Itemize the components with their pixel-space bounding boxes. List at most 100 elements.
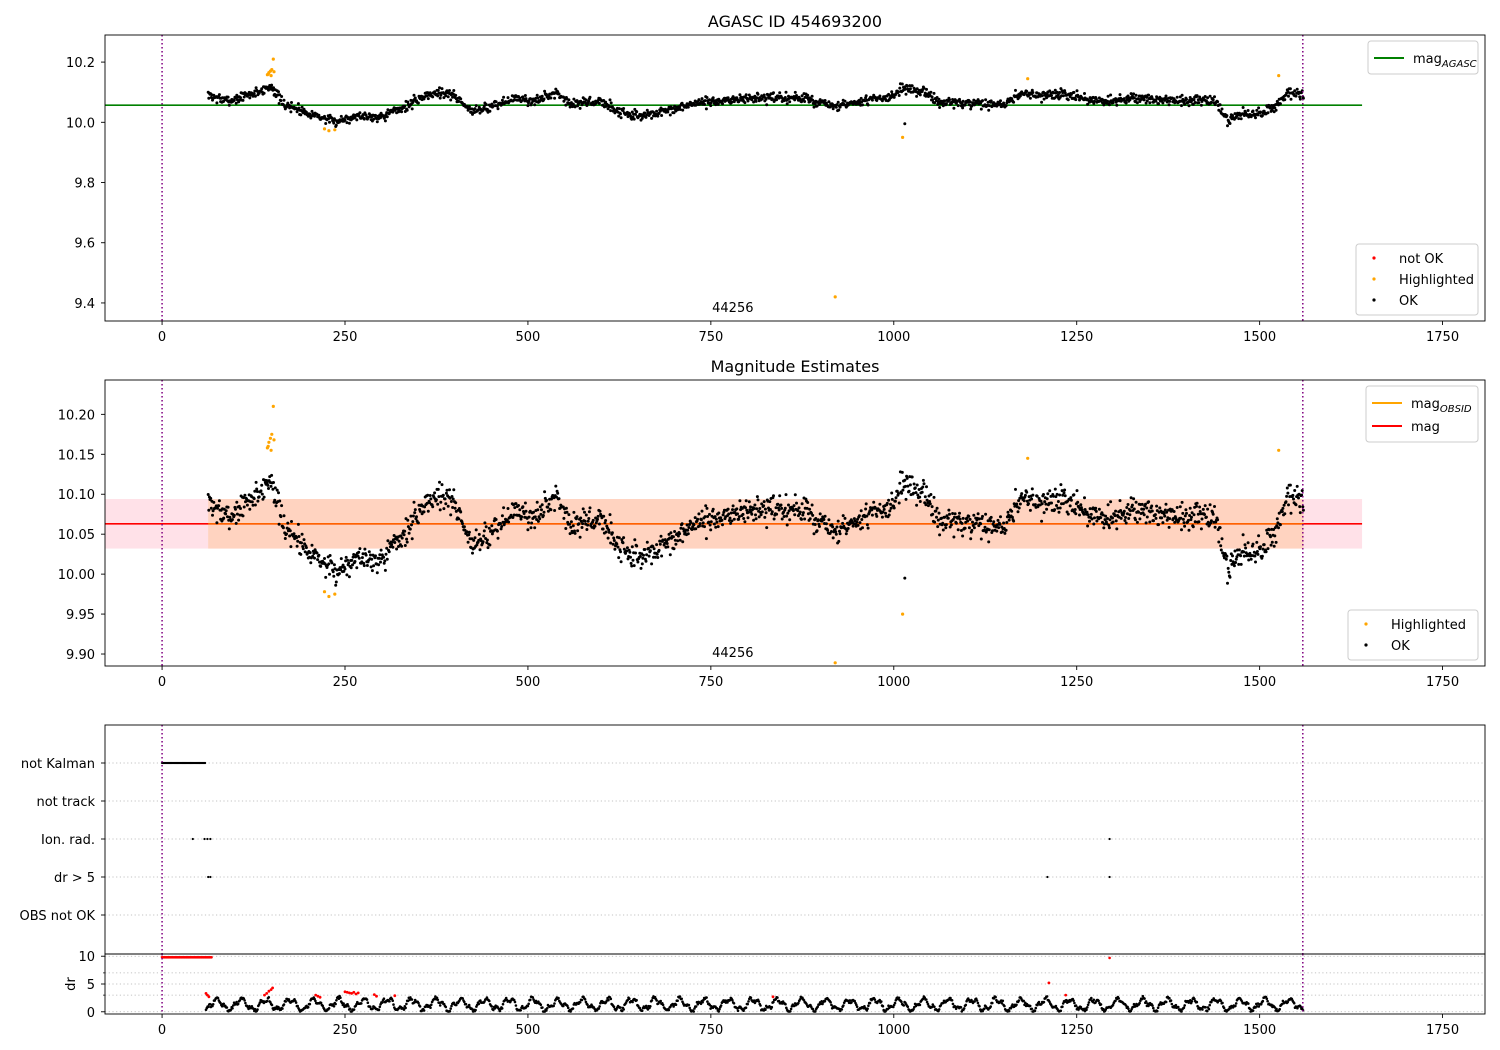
p1-ok-point-544 — [545, 93, 548, 96]
p2-ok-point-493 — [513, 506, 517, 510]
p2-ok-point-317 — [403, 544, 407, 547]
p1-ok-point-14 — [215, 101, 219, 105]
p2-ok-point-1717 — [1274, 540, 1278, 544]
p2-ok-point-1115 — [900, 491, 904, 495]
p1-ok-point-1359 — [1051, 91, 1055, 95]
p2-ok-point-1611 — [1208, 503, 1212, 507]
p1-ok-point-593 — [575, 99, 579, 103]
p2-ok-point-559 — [554, 484, 558, 488]
p2-ok-point-447 — [484, 525, 488, 529]
p1-highlighted-point-3 — [269, 74, 273, 78]
p1-ok-point-1080 — [878, 94, 882, 98]
p2-ok-point-425 — [471, 551, 474, 555]
p2-ok-point-1298 — [1014, 487, 1017, 491]
p4-dr-point-82 — [270, 1003, 274, 1007]
p1-ok-point-388 — [448, 89, 451, 92]
p1-ok-point-167 — [310, 109, 314, 113]
p2-ok-point-1135 — [912, 482, 916, 486]
p1-ok-point-983 — [818, 102, 821, 106]
p1-ok-point-1585 — [1192, 98, 1196, 102]
p2-ok-point-117 — [279, 515, 283, 519]
p2-ok-point-1542 — [1165, 518, 1169, 522]
p2-ok-point-1367 — [1056, 500, 1060, 503]
p2-ok-point-903 — [768, 500, 772, 504]
p2-ok-point-133 — [289, 545, 293, 549]
p2-ok-point-353 — [426, 493, 430, 497]
p2-ok-point-793 — [699, 518, 703, 522]
p2-ok-point-503 — [519, 517, 523, 521]
p4-dr-point-1062 — [1059, 1009, 1063, 1013]
p2-highlighted-point-14 — [833, 661, 837, 665]
p1-ok-point-842 — [730, 100, 734, 104]
p2-ok-point-1165 — [931, 512, 935, 516]
p2-ok-point-933 — [787, 503, 790, 507]
p1-ok-point-1388 — [1069, 92, 1073, 96]
p2-ok-point-727 — [658, 542, 662, 546]
p1-ok-point-926 — [782, 99, 786, 103]
p4-dr-point-977 — [991, 1001, 994, 1005]
p2-ok-point-1427 — [1094, 506, 1098, 510]
p2-ok-point-63 — [245, 503, 249, 507]
p2-ok-point-1647 — [1231, 554, 1234, 558]
p1-ok-point-1168 — [933, 101, 937, 105]
p3-flag-point-3-0 — [207, 875, 210, 879]
panel2-title: Magnitude Estimates — [711, 357, 880, 376]
p1-ok-point-1256 — [987, 104, 991, 108]
p4-dr-point-335 — [474, 1008, 477, 1012]
p1-legend2-marker-0 — [1372, 256, 1376, 260]
p2-ok-point-1466 — [1118, 499, 1122, 503]
p1-ok-point-1356 — [1050, 94, 1053, 97]
p2-ok-point-95 — [265, 481, 269, 485]
p1-ok-point-1145 — [918, 93, 922, 97]
p2-ok-point-1195 — [949, 523, 953, 527]
p2-ok-point-1156 — [925, 498, 929, 502]
p4-dr-point-673 — [746, 1002, 749, 1006]
p2-ok-point-1047 — [857, 514, 861, 518]
p2-ok-point-1255 — [987, 540, 991, 544]
p1-ok-point-608 — [584, 98, 588, 102]
p4-dr-point-321 — [463, 1000, 466, 1004]
p2-ok-point-729 — [660, 554, 664, 558]
p1-ok-point-1508 — [1144, 101, 1148, 105]
p2-ok-point-1397 — [1075, 489, 1079, 493]
p2-ok-point-1151 — [922, 482, 926, 486]
p1-ok-point-1365 — [1055, 90, 1059, 94]
p2-ok-point-1394 — [1073, 508, 1077, 511]
p2-obsid-label: 44256 — [712, 646, 753, 661]
p1-ok-point-353 — [426, 91, 430, 95]
p2-ok-point-700 — [642, 553, 645, 557]
p1-ok-point-537 — [540, 94, 544, 98]
p2-ok-point-82 — [257, 495, 261, 499]
p1-ok-point-97 — [267, 88, 270, 92]
p2-ok-point-1039 — [852, 517, 856, 521]
p4-dr-point-1160 — [1138, 1001, 1141, 1005]
p2-ok-point-1640 — [1226, 566, 1230, 570]
p1-ok-point-1325 — [1030, 88, 1034, 92]
p4-dr-point-418 — [541, 1006, 544, 1009]
p1-highlighted-point-8 — [322, 127, 327, 131]
p1-ok-point-338 — [416, 101, 420, 105]
p2-ok-point-1261 — [991, 529, 994, 533]
p4-dr-point-403 — [529, 998, 532, 1002]
p2-ok-point-1201 — [953, 512, 957, 516]
p1-ok-point-475 — [502, 95, 506, 99]
p2-ok-point-506 — [521, 505, 525, 509]
p2-ok-point-1507 — [1144, 502, 1147, 506]
p2-ok-point-443 — [482, 534, 486, 538]
p4-dr-point-809 — [855, 1005, 859, 1008]
p4-dr-point-526 — [628, 997, 631, 1000]
p2-ok-point-1759 — [1300, 489, 1304, 493]
p2-ok-point-111 — [275, 488, 279, 492]
p2-ok-point-153 — [301, 547, 305, 551]
p2-ok-point-651 — [611, 542, 615, 546]
p2-ok-point-1010 — [834, 532, 838, 536]
p2-ok-point-403 — [457, 517, 461, 521]
p2-ok-point-1524 — [1154, 516, 1158, 520]
p2-ok-point-74 — [252, 497, 256, 501]
p2-ok-point-719 — [653, 555, 657, 559]
p2-ok-point-1377 — [1063, 488, 1067, 492]
p2-ok-point-1652 — [1234, 561, 1238, 564]
p4-dr-point-256 — [410, 998, 414, 1001]
p1-ok-point-79 — [255, 89, 259, 93]
p2-ok-point-28 — [224, 512, 228, 516]
